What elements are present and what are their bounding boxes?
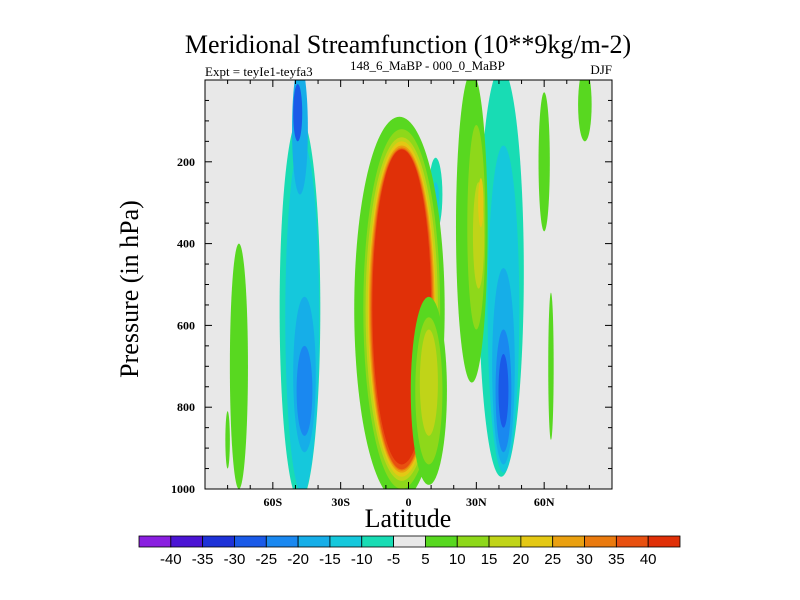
colorbar-swatch: [552, 535, 585, 548]
colorbar-label: -25: [255, 551, 277, 568]
colorbar-swatch: [297, 535, 331, 548]
colorbar-swatch: [456, 535, 490, 548]
colorbar-swatch: [647, 535, 681, 548]
contour-region-21: [578, 80, 592, 142]
colorbar-swatch: [170, 535, 204, 548]
colorbar-label: 15: [481, 551, 498, 568]
contour-field: [225, 80, 592, 489]
colorbar: -40 -35 -30 -25 -20 -15 -10 -5 5 10 15 20 25 30 35 40: [138, 535, 681, 568]
colorbar-label: 10: [449, 551, 466, 568]
colorbar-label: -35: [192, 551, 214, 568]
colorbar-label: 35: [608, 551, 625, 568]
colorbar-swatch: [393, 535, 426, 548]
x-tick-label: 30N: [466, 495, 487, 509]
y-tick-label: 1000: [171, 482, 195, 496]
colorbar-swatch: [425, 535, 458, 548]
x-axis-ticks: 60S 30S 0 30N 60N: [227, 80, 590, 509]
colorbar-label: -5: [387, 551, 400, 568]
colorbar-swatch: [329, 535, 363, 548]
contour-region-5: [293, 84, 303, 142]
season-label: DJF: [590, 62, 612, 77]
colorbar-label: -30: [224, 551, 246, 568]
contour-region-20: [548, 292, 554, 440]
colorbar-swatch: [234, 535, 267, 548]
colorbar-label: -20: [287, 551, 309, 568]
contour-region-6: [229, 243, 248, 489]
contour-region-7: [225, 411, 230, 469]
x-tick-label: 0: [406, 495, 412, 509]
colorbar-label: 30: [576, 551, 593, 568]
x-tick-label: 60S: [263, 495, 282, 509]
colorbar-swatch: [202, 535, 235, 548]
colorbar-swatch: [584, 535, 617, 548]
colorbar-label: 20: [513, 551, 530, 568]
contour-region-32: [419, 329, 438, 436]
colorbar-swatch: [138, 535, 172, 548]
colorbar-label: 5: [421, 551, 429, 568]
x-tick-label: 60N: [534, 495, 555, 509]
y-tick-label: 800: [177, 400, 195, 414]
colorbar-swatch: [361, 535, 394, 548]
colorbar-swatch: [488, 535, 522, 548]
experiment-period-label: 148_6_MaBP - 000_0_MaBP: [350, 58, 505, 73]
contour-region-12: [498, 354, 509, 428]
contour-region-19: [538, 92, 550, 232]
y-tick-label: 400: [177, 237, 195, 251]
y-axis-ticks: 200 400 600 800 1000: [171, 99, 612, 496]
y-tick-label: 200: [177, 155, 195, 169]
chart-title: Meridional Streamfunction (10**9kg/m-2): [185, 30, 631, 59]
colorbar-swatch: [265, 535, 299, 548]
contour-region-3: [296, 345, 313, 436]
colorbar-label: -10: [351, 551, 373, 568]
colorbar-label: 40: [640, 551, 657, 568]
colorbar-label: -40: [160, 551, 182, 568]
colorbar-label: -15: [319, 551, 341, 568]
y-axis-label: Pressure (in hPa): [115, 200, 144, 378]
x-tick-label: 30S: [331, 495, 350, 509]
contour-region-18: [478, 178, 484, 228]
colorbar-swatch: [520, 535, 554, 548]
y-tick-label: 600: [177, 318, 195, 332]
x-axis-label: Latitude: [365, 504, 452, 533]
colorbar-swatch: [615, 535, 649, 548]
colorbar-label: 25: [544, 551, 561, 568]
experiment-label: Expt = teyIe1-teyfa3: [205, 64, 313, 79]
